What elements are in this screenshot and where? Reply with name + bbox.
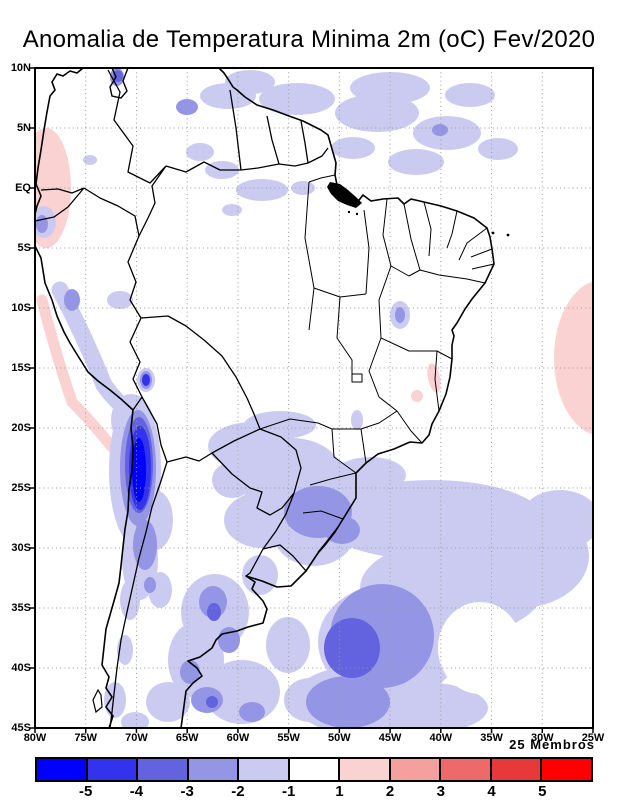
lon-tick-label-70W: 70W	[125, 732, 148, 744]
colorbar-cell-8	[441, 759, 492, 780]
lat-tick-label-5N: 5N	[16, 122, 31, 134]
coastline	[35, 68, 495, 728]
colorbar-cell-1	[87, 759, 139, 780]
lat-tick-label-25S: 25S	[11, 482, 31, 494]
colorbar-tick-label--5: -5	[79, 783, 93, 800]
lagoa-dos-patos	[317, 523, 341, 553]
lat-tick-label-35S: 35S	[11, 602, 31, 614]
brazil-state-borders	[259, 174, 495, 520]
country-borders	[35, 69, 329, 728]
grid-lines	[35, 68, 593, 728]
colorbar-tick-label--3: -3	[180, 783, 194, 800]
colorbar-cell-9	[491, 759, 543, 780]
colorbar-cell-4	[239, 759, 290, 780]
colorbar-tick-label-3: 3	[436, 783, 445, 800]
lat-tick-label-5S: 5S	[17, 242, 31, 254]
lon-tick-label-30W: 30W	[530, 732, 554, 744]
colorbar-tick-label--1: -1	[281, 783, 296, 800]
map-outlines	[35, 68, 510, 728]
lon-tick-label-45W: 45W	[378, 732, 402, 744]
lon-tick-label-80W: 80W	[23, 732, 47, 744]
lat-tick-label-20S: 20S	[11, 422, 31, 434]
amazon-delta	[327, 182, 362, 208]
lon-tick-label-40W: 40W	[429, 732, 453, 744]
colorbar-cell-3	[188, 759, 240, 780]
lat-tick-label-30S: 30S	[11, 542, 31, 554]
page-title: Anomalia de Temperatura Minima 2m (oC) F…	[22, 26, 596, 53]
colorbar-tick-label-2: 2	[385, 783, 395, 800]
lat-tick-label-15S: 15S	[11, 362, 31, 374]
colorbar-cell-2	[138, 759, 189, 780]
lat-tick-label-10S: 10S	[11, 302, 31, 314]
lon-tick-label-55W: 55W	[277, 732, 300, 744]
lon-tick-label-50W: 50W	[328, 732, 351, 744]
colorbar-cell-7	[390, 759, 442, 780]
ensemble-count-label: 25 Membros	[509, 737, 595, 752]
colorbar-tick-label-1: 1	[335, 783, 344, 800]
lat-tick-label-10N: 10N	[10, 62, 31, 74]
lat-tick-label-40S: 40S	[11, 662, 31, 674]
chiloe-island-outline	[92, 688, 103, 714]
colorbar	[35, 757, 593, 782]
colorbar-tick-label-4: 4	[487, 783, 496, 800]
anomaly-shading-layer	[35, 68, 593, 728]
map-frame	[34, 67, 594, 729]
lon-tick-label-35W: 35W	[480, 732, 503, 744]
colorbar-tick-label-5: 5	[538, 783, 547, 800]
colorbar-tick-label--4: -4	[129, 783, 144, 800]
lon-tick-label-65W: 65W	[175, 732, 199, 744]
colorbar-tick-label--2: -2	[231, 783, 245, 800]
colorbar-cell-0	[37, 759, 88, 780]
colorbar-cell-5	[289, 759, 341, 780]
lon-tick-label-75W: 75W	[74, 732, 98, 744]
colorbar-cell-6	[340, 759, 391, 780]
lon-tick-label-60W: 60W	[226, 732, 250, 744]
lat-tick-label-EQ: EQ	[15, 182, 31, 194]
offshore-islands	[347, 210, 510, 237]
lat-tick-label-45S: 45S	[11, 722, 31, 734]
colorbar-cell-10	[542, 759, 592, 780]
lon-tick-label-25W: 25W	[581, 732, 605, 744]
